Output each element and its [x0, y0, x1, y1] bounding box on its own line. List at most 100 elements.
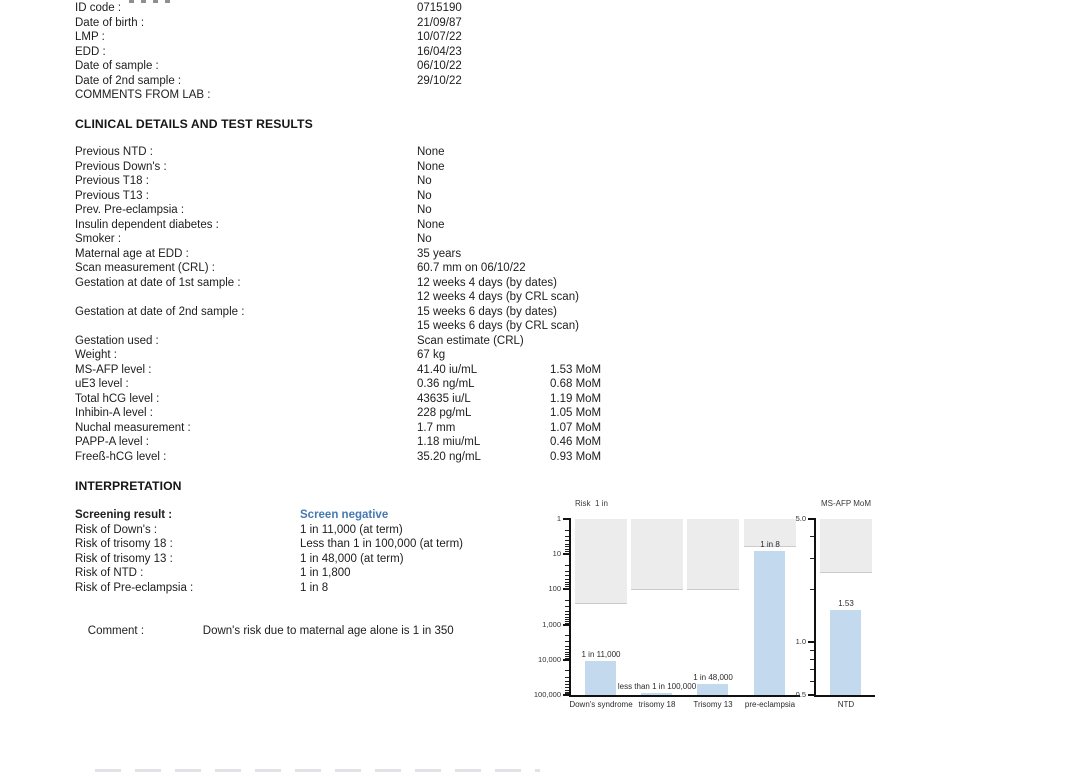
field-label: Risk of trisomy 13 :: [75, 552, 173, 565]
risk-bar: [754, 550, 785, 695]
risk-bar: [641, 692, 672, 695]
bar-value-label: 1.53: [838, 598, 854, 608]
y-axis-minor-tick: [565, 619, 569, 621]
field-value: 1.18 miu/mL: [417, 436, 481, 448]
y-axis-minor-tick: [565, 687, 569, 689]
field-label: Nuchal measurement :: [75, 421, 191, 434]
field-value: Less than 1 in 100,000 (at term): [300, 538, 464, 550]
field-value: 0715190: [417, 2, 462, 14]
y-axis-major-tick: [563, 623, 569, 626]
patient-info-section: ID code :0715190 Date of birth :21/09/87 L…: [75, 1, 550, 103]
bar-value-label: less than 1 in 100,000: [617, 681, 697, 691]
report-row: Nuchal measurement : 1.7 mm 1.07 MoM: [75, 421, 601, 436]
y-axis-minor-tick: [810, 650, 814, 652]
risk-bar: [697, 683, 728, 695]
report-row: Gestation at date of 2nd sample : 15 week…: [75, 305, 601, 320]
y-axis-minor-tick: [565, 621, 569, 623]
field-value: 1 in 48,000 (at term): [300, 552, 404, 565]
y-axis-minor-tick: [565, 616, 569, 618]
y-axis-major-tick: [563, 553, 569, 556]
field-mom: 0.46 MoM: [550, 436, 602, 448]
field-label: PAPP-A level :: [75, 436, 149, 448]
report-row: Scan measurement (CRL) : 60.7 mm on 06/10…: [75, 261, 601, 276]
field-value: 228 pg/mL: [417, 407, 472, 419]
report-row: Previous NTD : None: [75, 145, 601, 160]
y-axis-minor-tick: [565, 645, 569, 647]
report-row: Weight : 67 kg: [75, 348, 601, 363]
field-label: Screening result :: [75, 509, 173, 521]
y-axis-minor-tick: [565, 684, 569, 686]
y-axis-minor-tick: [565, 570, 569, 572]
field-label: COMMENTS FROM LAB :: [75, 89, 211, 101]
y-axis-tick-label: 100,000: [533, 690, 561, 699]
field-value: 0.36 ng/mL: [417, 378, 475, 390]
y-axis-minor-tick: [810, 669, 814, 671]
field-mom: 1.07 MoM: [550, 421, 602, 434]
y-axis-minor-tick: [565, 529, 569, 531]
y-axis-minor-tick: [565, 575, 569, 577]
y-axis-minor-tick: [565, 587, 569, 589]
report-row: Previous T18 : No: [75, 174, 601, 189]
x-axis-line: [814, 695, 875, 697]
interpretation-section-heading: INTERPRETATION: [75, 479, 182, 493]
bar-value-label: 1 in 11,000: [581, 650, 621, 660]
field-label: uE3 level :: [75, 378, 129, 390]
field-label: LMP :: [75, 31, 105, 43]
y-axis-minor-tick: [565, 585, 569, 587]
field-label: Smoker :: [75, 233, 122, 245]
high-risk-zone: [820, 519, 872, 573]
report-row: COMMENTS FROM LAB :: [75, 88, 550, 103]
y-axis-minor-tick: [565, 689, 569, 691]
field-label: Maternal age at EDD :: [75, 247, 189, 260]
y-axis-minor-tick: [810, 558, 814, 560]
field-value: No: [417, 204, 432, 216]
field-value: 1 in 8: [300, 581, 329, 594]
chart-axis-title: MS-AFP MoM: [820, 499, 872, 508]
comment-label: Comment :: [87, 624, 145, 637]
comment-row: Comment : Down's risk due to maternal age…: [75, 609, 454, 653]
field-label: EDD :: [75, 45, 106, 58]
field-label: Prev. Pre-eclampsia :: [75, 204, 185, 216]
y-axis-minor-tick: [565, 635, 569, 637]
y-axis-minor-tick: [565, 550, 569, 552]
y-axis-minor-tick: [810, 536, 814, 538]
y-axis-minor-tick: [565, 548, 569, 550]
clinical-section-heading: CLINICAL DETAILS AND TEST RESULTS: [75, 117, 313, 131]
report-row: uE3 level : 0.36 ng/mL 0.68 MoM: [75, 377, 601, 392]
y-axis-tick-label: 100: [548, 584, 561, 594]
high-risk-zone: [631, 519, 683, 591]
field-label: Date of birth :: [75, 16, 145, 29]
field-label: MS-AFP level :: [75, 363, 152, 376]
y-axis-major-tick: [808, 518, 814, 520]
y-axis-minor-tick: [565, 622, 569, 624]
y-axis-minor-tick: [565, 578, 569, 580]
y-axis-tick-label: 10: [552, 549, 561, 559]
y-axis-minor-tick: [565, 693, 569, 695]
field-label: Gestation at date of 1st sample :: [75, 276, 241, 289]
y-axis-minor-tick: [810, 589, 814, 591]
field-value: 15 weeks 6 days (by CRL scan): [417, 320, 579, 332]
field-value: 60.7 mm on 06/10/22: [417, 262, 526, 274]
y-axis-minor-tick: [565, 535, 569, 537]
field-value: 21/09/87: [417, 16, 462, 29]
field-mom: 1.19 MoM: [550, 392, 602, 405]
field-label: Previous NTD :: [75, 146, 153, 158]
y-axis-tick-label: 1: [556, 514, 561, 523]
bar-value-label: 1 in 8: [760, 539, 780, 549]
y-axis-minor-tick: [565, 654, 569, 656]
y-axis-minor-tick: [810, 681, 814, 683]
report-row: Maternal age at EDD : 35 years: [75, 247, 601, 262]
y-axis-minor-tick: [565, 641, 569, 643]
y-axis-minor-tick: [565, 658, 569, 660]
field-label: Freeß-hCG level :: [75, 450, 167, 463]
field-value: 06/10/22: [417, 60, 462, 72]
field-label: Scan measurement (CRL) :: [75, 262, 215, 274]
field-value: No: [417, 175, 432, 187]
report-row: Risk of trisomy 18 : Less than 1 in 100,0…: [75, 537, 463, 552]
field-value: None: [417, 218, 445, 231]
field-label: Risk of Down's :: [75, 523, 158, 536]
field-value: 35 years: [417, 247, 462, 260]
report-row: Risk of trisomy 13 : 1 in 48,000 (at term…: [75, 552, 463, 567]
y-axis-minor-tick: [565, 656, 569, 658]
